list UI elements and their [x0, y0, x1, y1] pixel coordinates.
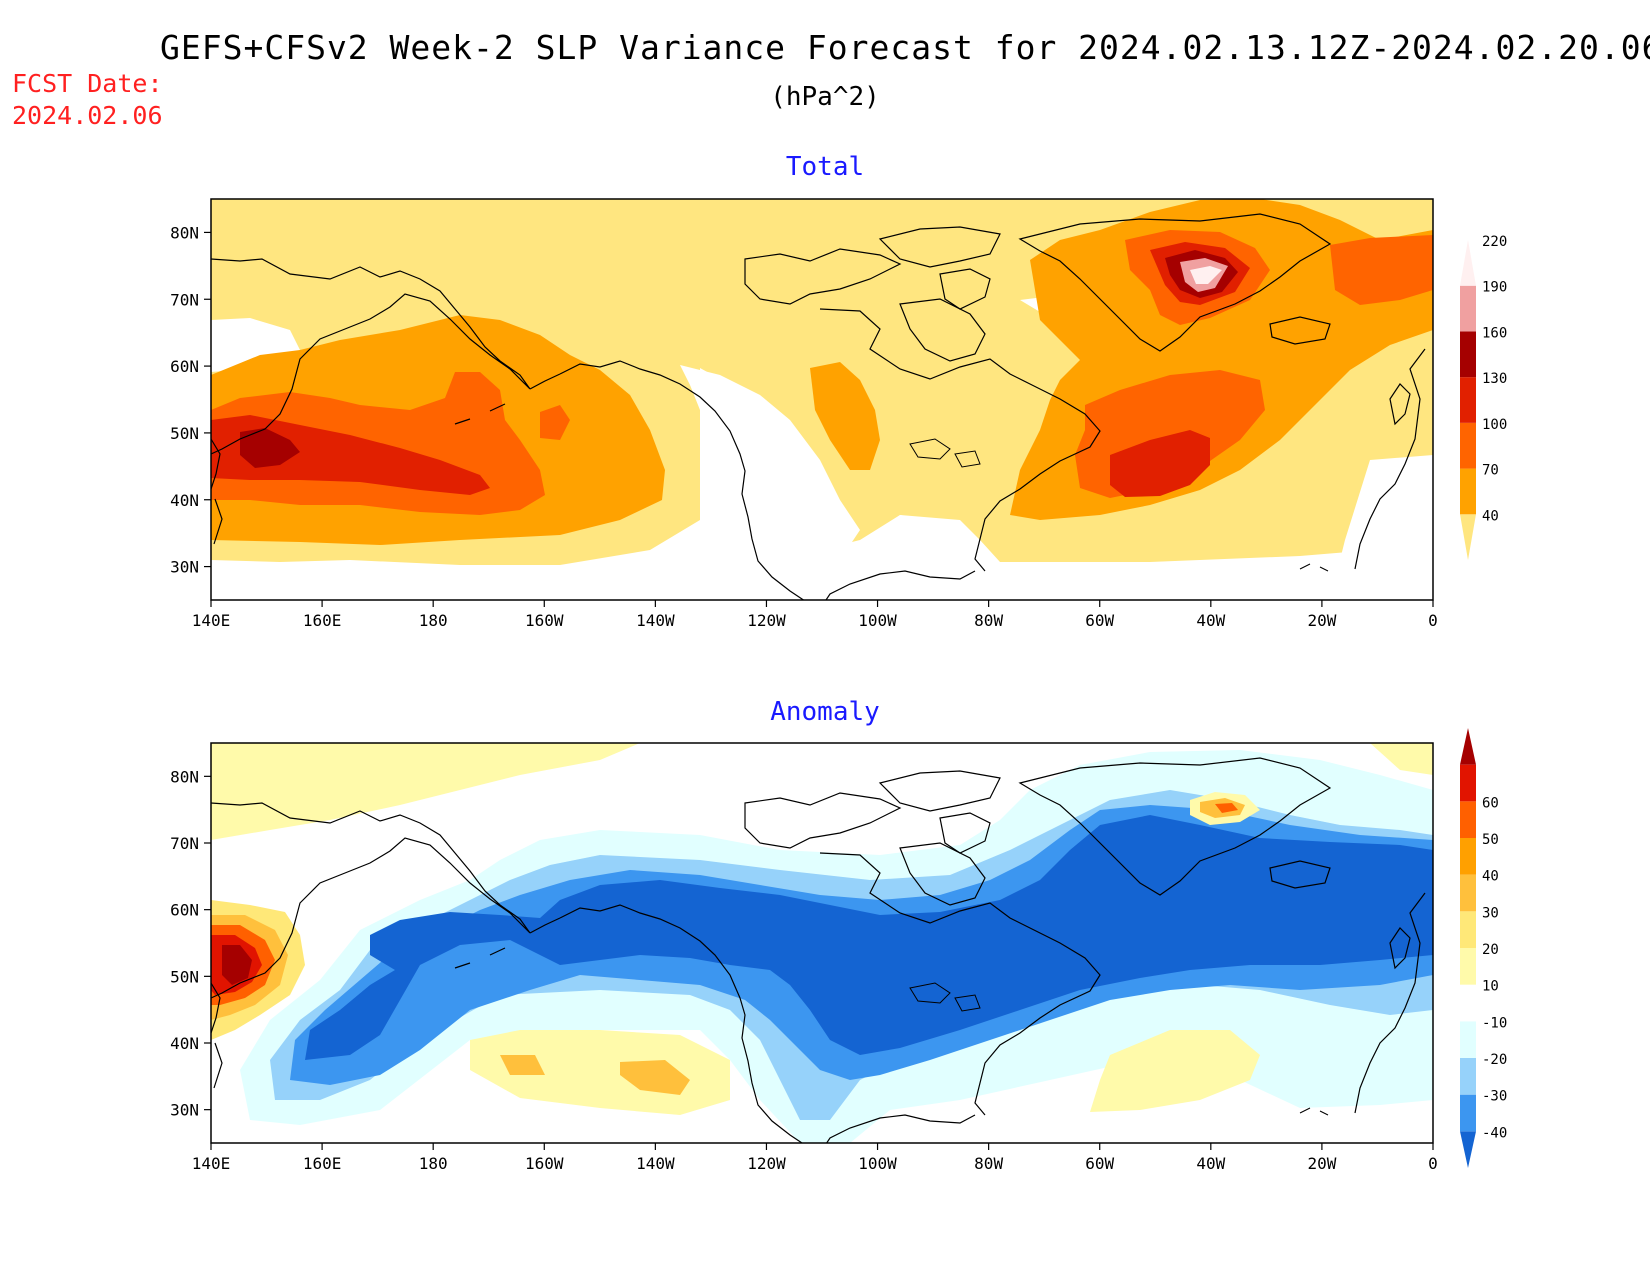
lat-tick-label: 80N — [170, 767, 199, 786]
lon-tick-label: 120W — [747, 1154, 786, 1173]
colorbar-swatch — [1460, 1021, 1476, 1058]
colorbar-label: 130 — [1482, 371, 1507, 387]
colorbar-swatch — [1460, 948, 1476, 985]
colorbar-swatch — [1460, 1094, 1476, 1132]
lon-tick-label: 100W — [858, 1154, 897, 1173]
colorbar-swatch — [1460, 728, 1476, 765]
colorbar-label: -40 — [1482, 1125, 1507, 1141]
lon-tick-label: 180 — [419, 611, 448, 630]
colorbar-swatch — [1460, 377, 1476, 423]
lon-tick-label: 40W — [1196, 1154, 1225, 1173]
colorbar-label: -20 — [1482, 1052, 1507, 1068]
colorbar-swatch — [1460, 911, 1476, 948]
colorbar-swatch — [1460, 838, 1476, 875]
lon-tick-label: 80W — [974, 611, 1003, 630]
colorbar-label: 40 — [1482, 869, 1499, 885]
colorbar-swatch — [1460, 764, 1476, 802]
panel-title-anomaly: Anomaly — [770, 697, 880, 727]
lat-tick-label: 80N — [170, 223, 199, 242]
colorbar-label: 10 — [1482, 979, 1499, 995]
chart-title: GEFS+CFSv2 Week-2 SLP Variance Forecast … — [160, 28, 1650, 67]
anomaly-contour-fill — [211, 743, 1433, 1143]
colorbar-label: 20 — [1482, 942, 1499, 958]
lat-tick-label: 30N — [170, 558, 199, 577]
axes-anomaly: 140E 160E 180 160W 140W 120W 100W 80W 60W 40W 20W 0… — [170, 767, 1438, 1173]
colorbar-label: 100 — [1482, 417, 1507, 433]
lon-tick-label: 160E — [303, 611, 342, 630]
lon-tick-label: 60W — [1085, 611, 1114, 630]
colorbar-swatch — [1460, 1058, 1476, 1095]
lon-tick-label: 140W — [636, 611, 675, 630]
lon-tick-label: 120W — [747, 611, 786, 630]
lat-tick-label: 30N — [170, 1101, 199, 1120]
lat-tick-label: 60N — [170, 901, 199, 920]
lat-tick-label: 70N — [170, 290, 199, 309]
total-contour-fill — [211, 199, 1433, 600]
colorbar-swatch — [1460, 240, 1476, 286]
lon-tick-label: 180 — [419, 1154, 448, 1173]
axes-total: 140E 160E 180 160W 140W 120W 100W 80W 60W 40W 20W 0… — [170, 223, 1438, 630]
lat-tick-label: 60N — [170, 357, 199, 376]
colorbar-swatch — [1460, 331, 1476, 378]
lon-tick-label: 20W — [1307, 1154, 1336, 1173]
map-total — [210, 198, 1434, 601]
lat-tick-label: 40N — [170, 491, 199, 510]
colorbar-swatch — [1460, 422, 1476, 469]
lat-tick-label: 40N — [170, 1034, 199, 1053]
lon-tick-label: 0 — [1428, 611, 1438, 630]
lon-tick-label: 80W — [974, 1154, 1003, 1173]
colorbar-label: 40 — [1482, 508, 1499, 524]
lon-tick-label: 140E — [192, 611, 231, 630]
panel-title-total: Total — [785, 152, 865, 182]
lon-tick-label: 160W — [525, 611, 564, 630]
colorbar-swatch — [1460, 285, 1476, 332]
colorbar-swatch — [1460, 1131, 1476, 1168]
lon-tick-label: 160E — [303, 1154, 342, 1173]
units-label: (hPa^2) — [770, 82, 880, 112]
lon-tick-label: 160W — [525, 1154, 564, 1173]
colorbar-label: 220 — [1482, 234, 1507, 250]
lat-tick-label: 50N — [170, 424, 199, 443]
colorbar-label: -30 — [1482, 1089, 1507, 1105]
colorbar-swatch — [1460, 874, 1476, 912]
lon-tick-label: 20W — [1307, 611, 1336, 630]
lat-tick-label: 50N — [170, 967, 199, 986]
colorbar-label: 190 — [1482, 280, 1507, 296]
forecast-date-value: 2024.02.06 — [12, 101, 163, 130]
colorbar-anomaly: -40 -30 -20 -10 10 20 30 40 50 60 — [1460, 728, 1507, 1168]
forecast-date: FCST Date: 2024.02.06 — [12, 68, 163, 132]
colorbar-label: 160 — [1482, 325, 1507, 341]
lat-tick-label: 70N — [170, 834, 199, 853]
lon-tick-label: 60W — [1085, 1154, 1114, 1173]
lon-tick-label: 40W — [1196, 611, 1225, 630]
colorbar-label: 50 — [1482, 832, 1499, 848]
colorbar-total: 40 70 100 130 160 190 220 — [1460, 234, 1507, 560]
lon-tick-label: 100W — [858, 611, 897, 630]
colorbar-swatch — [1460, 514, 1476, 560]
colorbar-label: 30 — [1482, 905, 1499, 921]
colorbar-swatch — [1460, 801, 1476, 838]
lon-tick-label: 140E — [192, 1154, 231, 1173]
colorbar-label: -10 — [1482, 1015, 1507, 1031]
lon-tick-label: 0 — [1428, 1154, 1438, 1173]
colorbar-swatch — [1460, 468, 1476, 515]
forecast-date-label: FCST Date: — [12, 69, 163, 98]
map-anomaly — [210, 742, 1434, 1144]
colorbar-swatch — [1460, 984, 1476, 1022]
lon-tick-label: 140W — [636, 1154, 675, 1173]
colorbar-label: 70 — [1482, 463, 1499, 479]
colorbar-label: 60 — [1482, 795, 1499, 811]
